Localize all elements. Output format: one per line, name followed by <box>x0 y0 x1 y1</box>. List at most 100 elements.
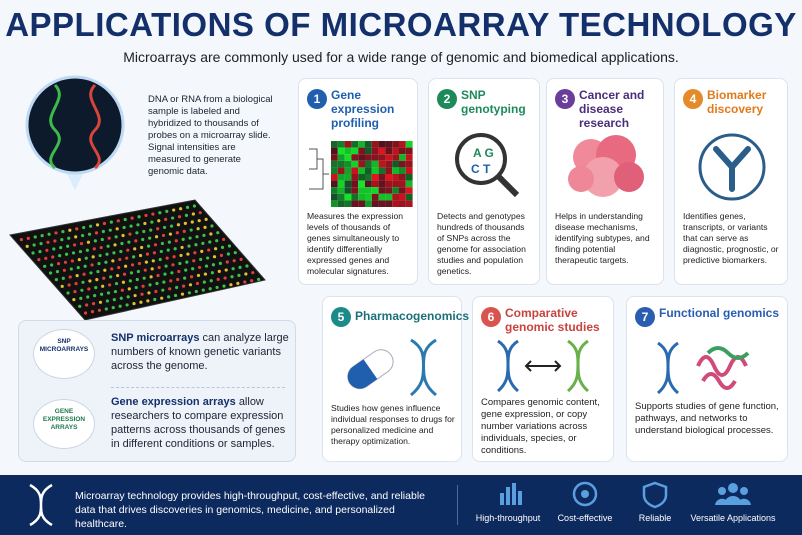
array-spot <box>99 292 104 296</box>
array-spot <box>106 244 110 248</box>
array-spot <box>236 281 240 285</box>
heatmap-cell <box>405 200 413 207</box>
heatmap-cell <box>392 193 399 201</box>
array-spot <box>92 247 96 251</box>
array-spot <box>113 243 117 247</box>
array-spot <box>98 300 103 304</box>
heatmap-cell <box>344 147 352 155</box>
array-spot <box>202 233 206 237</box>
array-spot <box>222 284 226 288</box>
array-spot <box>151 212 155 216</box>
array-spot <box>110 267 114 271</box>
heatmap-cell <box>392 187 399 194</box>
svg-text:A G: A G <box>473 146 494 160</box>
heatmap-cell <box>351 193 359 201</box>
array-spot <box>191 267 195 271</box>
array-spot <box>208 287 212 291</box>
array-spot <box>161 288 165 292</box>
array-spot <box>46 240 50 244</box>
array-spot <box>100 237 104 242</box>
card-description: Measures the expression levels of thousa… <box>307 211 404 276</box>
feature-label: Reliable <box>638 513 672 523</box>
array-spot <box>150 220 154 224</box>
application-card: 6 Comparative genomic studies Compares g… <box>472 296 614 462</box>
heatmap-cell <box>344 154 352 161</box>
array-spot <box>149 275 153 279</box>
array-spot <box>173 247 177 251</box>
feature-label: High-throughput <box>475 513 541 523</box>
array-spot <box>56 262 61 266</box>
array-spot <box>97 308 101 312</box>
array-spot <box>203 272 208 276</box>
array-spot <box>53 239 57 243</box>
array-spot <box>118 257 122 262</box>
array-spot <box>134 285 138 290</box>
array-spot <box>76 266 80 270</box>
dna-icon <box>29 483 53 527</box>
heatmap-cell <box>331 147 338 155</box>
array-spot <box>78 249 83 254</box>
array-spot <box>142 229 146 234</box>
array-spot <box>193 251 197 255</box>
array-spot <box>121 233 125 238</box>
array-spot <box>216 231 220 235</box>
heatmap-cell <box>371 147 379 155</box>
array-spot <box>180 292 185 296</box>
array-spot <box>132 301 136 306</box>
array-spot <box>39 242 43 246</box>
array-spot <box>91 302 96 306</box>
array-spot <box>129 271 134 275</box>
compare-icon <box>496 339 590 393</box>
heatmap-cell <box>351 141 359 148</box>
array-spot <box>114 281 119 286</box>
array-spot <box>245 264 249 268</box>
array-spot <box>177 269 181 274</box>
array-spot <box>202 280 206 284</box>
array-spot <box>168 287 172 291</box>
array-spot <box>113 289 118 294</box>
array-spot <box>109 220 113 224</box>
array-spot <box>38 250 42 254</box>
heatmap-cell <box>371 160 379 168</box>
array-spot <box>158 257 162 262</box>
array-spot <box>133 247 137 251</box>
array-spot <box>115 273 120 278</box>
array-spot <box>93 239 97 243</box>
array-spot <box>191 212 195 216</box>
array-spot <box>85 303 89 307</box>
array-spot <box>172 208 176 212</box>
array-spot <box>169 279 173 283</box>
array-spot <box>43 264 47 268</box>
array-spot <box>197 265 202 270</box>
array-spot <box>136 269 140 274</box>
heatmap-cell <box>399 154 406 161</box>
heatmap-cell <box>378 187 386 194</box>
heatmap-cell <box>331 187 338 194</box>
array-spot <box>126 248 130 252</box>
array-spot <box>104 260 108 264</box>
heatmap-cell <box>385 193 393 201</box>
array-spot <box>66 291 70 295</box>
array-spot <box>79 296 83 300</box>
heatmap-cell <box>351 167 359 174</box>
heatmap-cell <box>358 193 365 201</box>
array-spot <box>176 223 181 227</box>
array-spot <box>66 244 70 248</box>
array-spot <box>19 238 23 242</box>
array-spot <box>163 272 167 276</box>
footer-text: Microarray technology provides high-thro… <box>75 490 425 530</box>
heatmap-cell <box>405 167 413 174</box>
heatmap-cell <box>337 193 345 201</box>
array-spot <box>96 269 100 274</box>
array-spot <box>165 256 169 260</box>
heatmap-cell <box>385 147 393 155</box>
heatmap-cell <box>385 141 393 148</box>
array-spot <box>139 300 143 304</box>
array-spot <box>185 260 189 264</box>
array-spot <box>106 291 111 295</box>
array-spot <box>112 251 116 255</box>
array-spot <box>207 248 211 252</box>
array-spot <box>204 217 208 221</box>
array-spot <box>175 285 179 290</box>
